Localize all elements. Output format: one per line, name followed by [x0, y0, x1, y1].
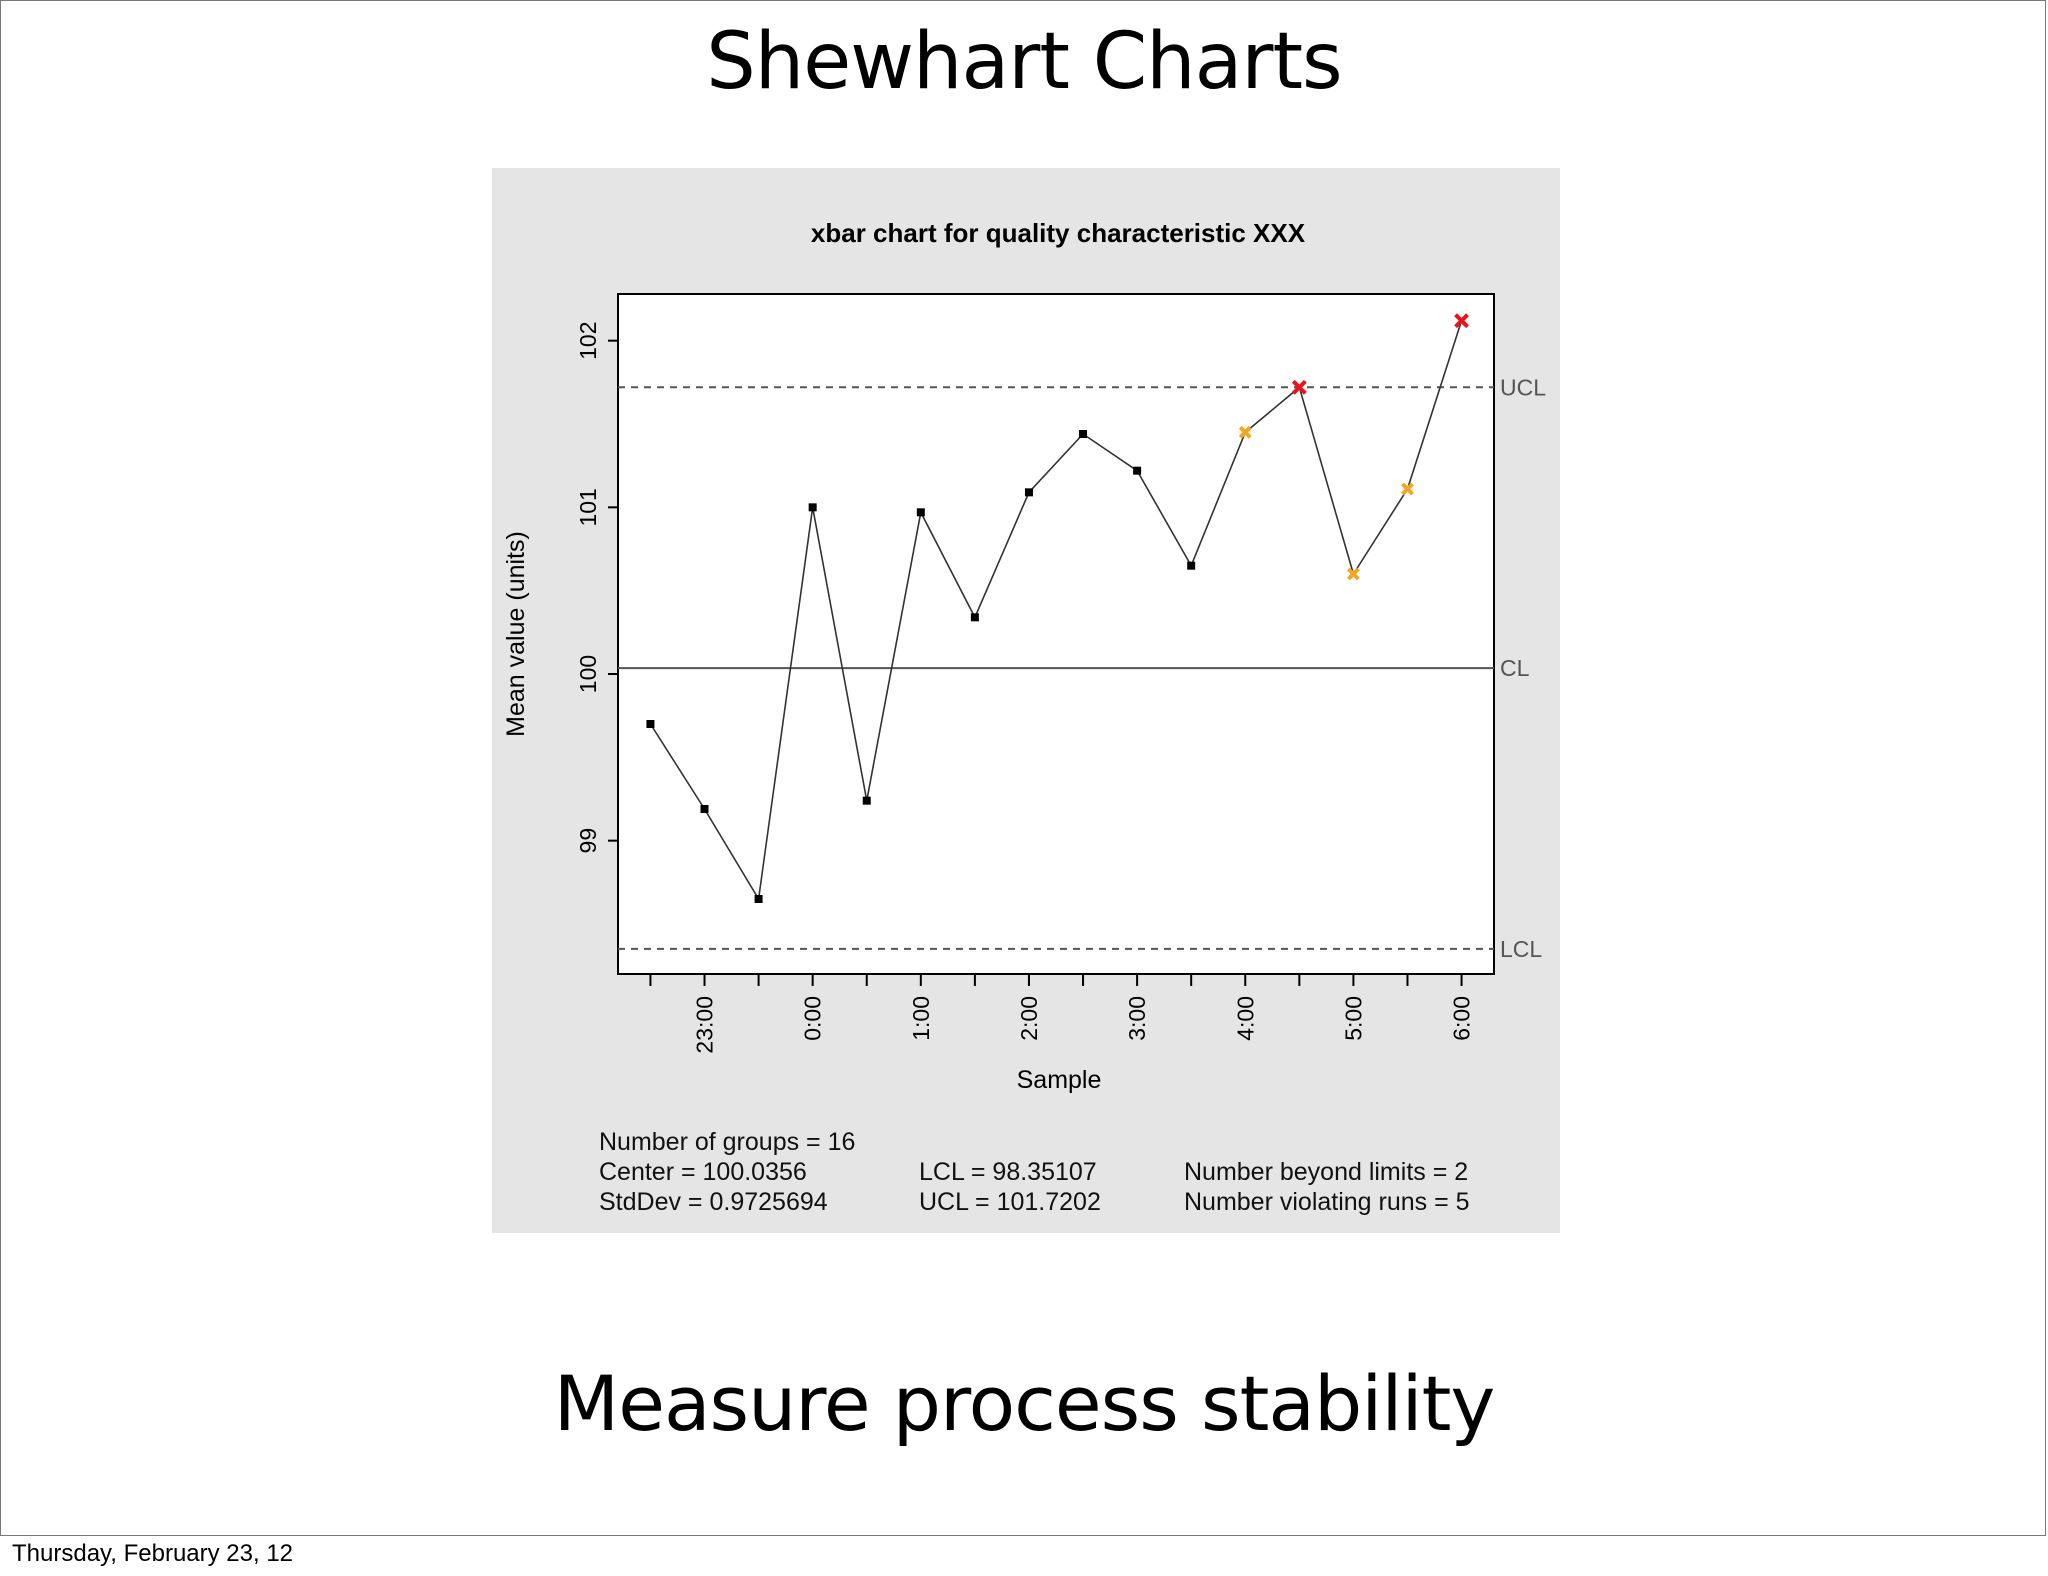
data-point-violating-run: [1238, 425, 1252, 439]
data-point-violating-run: [1401, 482, 1414, 496]
point-marker-stroke: [1401, 482, 1414, 496]
data-point: [700, 805, 709, 813]
data-point: [862, 796, 871, 805]
point-marker-stroke: [1346, 567, 1360, 581]
slide-subtitle: Measure process stability: [553, 1359, 1496, 1448]
data-point: [1187, 561, 1196, 570]
control-line-label-lcl: LCL: [1500, 936, 1542, 962]
data-point-beyond-limits: [1291, 379, 1307, 395]
plot-area: [617, 293, 1495, 975]
x-tick-label: 4:00: [1232, 996, 1258, 1041]
y-tick-label: 100: [575, 655, 601, 693]
point-marker-stroke: [1454, 313, 1469, 329]
y-axis-label: Mean value (units): [502, 531, 530, 737]
stat-stddev: StdDev = 0.9725694: [599, 1188, 828, 1216]
data-point: [646, 720, 655, 728]
chart-title: xbar chart for quality characteristic XX…: [811, 218, 1306, 248]
stat-lcl: LCL = 98.35107: [919, 1158, 1097, 1186]
xbar-chart: xbar chart for quality characteristic XX…: [502, 218, 1546, 1094]
point-marker-stroke: [1291, 379, 1307, 395]
data-point: [1133, 466, 1142, 475]
control-line-label-ucl: UCL: [1500, 374, 1546, 400]
data-point: [970, 613, 979, 622]
stat-violating-runs: Number violating runs = 5: [1184, 1188, 1470, 1216]
data-point: [1079, 430, 1088, 438]
x-tick-label: 3:00: [1124, 996, 1150, 1041]
series-line: [649, 320, 1463, 902]
chart-panel: xbar chart for quality characteristic XX…: [492, 168, 1560, 1233]
y-tick-label: 102: [575, 321, 601, 359]
x-tick-label: 23:00: [692, 996, 718, 1054]
control-line-label-cl: CL: [1500, 655, 1530, 681]
x-axis-label: Sample: [1017, 1066, 1102, 1094]
x-tick-label: 6:00: [1449, 996, 1475, 1041]
stat-groups: Number of groups = 16: [599, 1128, 856, 1156]
y-tick-label: 99: [575, 828, 601, 854]
stat-beyond-limits: Number beyond limits = 2: [1184, 1158, 1469, 1186]
x-tick-label: 0:00: [800, 996, 826, 1041]
data-point-violating-run: [1346, 567, 1360, 581]
point-marker-stroke: [1238, 425, 1252, 439]
data-point: [916, 508, 925, 517]
stat-center: Center = 100.0356: [599, 1158, 807, 1186]
y-tick-label: 101: [575, 488, 601, 526]
data-point: [1024, 488, 1033, 497]
slide: Shewhart Charts xbar chart for quality c…: [0, 0, 2046, 1536]
data-point-beyond-limits: [1454, 313, 1469, 329]
data-point: [808, 503, 817, 512]
x-tick-label: 5:00: [1340, 996, 1366, 1041]
x-tick-label: 2:00: [1016, 996, 1042, 1041]
x-tick-label: 1:00: [908, 996, 934, 1041]
footer-date: Thursday, February 23, 12: [12, 1540, 294, 1567]
data-point: [754, 895, 763, 903]
slide-title: Shewhart Charts: [706, 17, 1342, 107]
stat-ucl: UCL = 101.7202: [919, 1188, 1101, 1216]
